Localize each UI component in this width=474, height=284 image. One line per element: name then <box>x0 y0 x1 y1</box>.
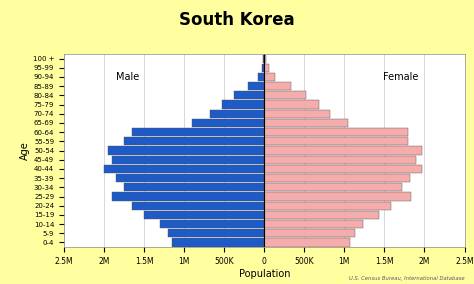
Bar <box>222 101 264 108</box>
Bar <box>264 229 355 237</box>
Bar <box>258 73 264 81</box>
X-axis label: Population: Population <box>238 269 290 279</box>
Y-axis label: Age: Age <box>20 141 30 160</box>
Bar <box>264 64 269 72</box>
Bar <box>264 147 422 154</box>
Bar <box>264 202 391 210</box>
Bar <box>264 110 330 118</box>
Bar <box>264 137 409 145</box>
Bar <box>264 82 291 90</box>
Bar <box>264 183 402 191</box>
Bar <box>168 229 264 237</box>
Bar <box>160 220 264 228</box>
Bar <box>264 211 379 219</box>
Bar <box>234 91 264 99</box>
Bar <box>264 193 411 201</box>
Text: Female: Female <box>383 72 418 82</box>
Bar <box>192 119 264 127</box>
Bar <box>210 110 264 118</box>
Bar <box>144 211 264 219</box>
Text: South Korea: South Korea <box>179 11 295 29</box>
Bar <box>172 239 264 247</box>
Bar <box>124 183 264 191</box>
Bar <box>264 174 410 182</box>
Bar <box>108 147 264 154</box>
Bar <box>132 128 264 136</box>
Bar <box>112 156 264 164</box>
Bar <box>264 55 266 62</box>
Bar <box>264 165 422 173</box>
Bar <box>248 82 264 90</box>
Bar <box>264 91 306 99</box>
Text: U.S. Census Bureau, International Database: U.S. Census Bureau, International Databa… <box>349 276 465 281</box>
Bar <box>124 137 264 145</box>
Bar <box>264 239 350 247</box>
Text: Male: Male <box>117 72 140 82</box>
Bar <box>262 64 264 72</box>
Bar <box>132 202 264 210</box>
Bar <box>264 73 275 81</box>
Bar <box>116 174 264 182</box>
Bar <box>264 101 319 108</box>
Bar <box>264 119 348 127</box>
Bar <box>112 193 264 201</box>
Bar <box>264 156 417 164</box>
Bar <box>264 128 409 136</box>
Bar <box>104 165 264 173</box>
Bar <box>264 220 363 228</box>
